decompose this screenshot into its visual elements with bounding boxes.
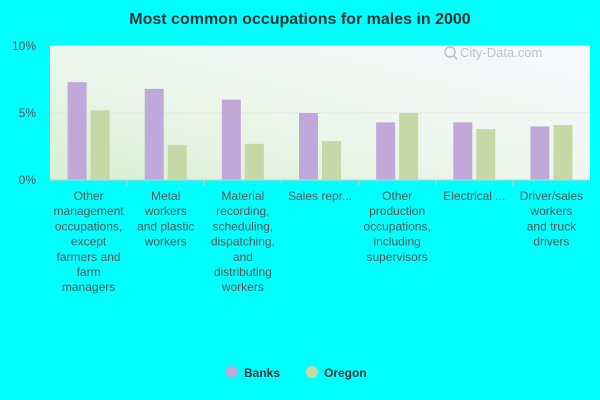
x-tick-label: Other production occupations, including supe… bbox=[363, 189, 430, 264]
x-tick-label: Material recording, scheduling, dispatching… bbox=[211, 189, 275, 294]
legend-swatch-oregon bbox=[306, 366, 318, 378]
bar-banks[interactable] bbox=[144, 88, 164, 180]
bar-oregon[interactable] bbox=[244, 143, 264, 180]
bar-banks[interactable] bbox=[67, 82, 87, 180]
bars bbox=[67, 82, 573, 180]
legend-swatch-banks bbox=[226, 366, 238, 378]
y-tick-label: 5% bbox=[19, 106, 37, 120]
bar-oregon[interactable] bbox=[399, 113, 419, 180]
bar-oregon[interactable] bbox=[90, 110, 110, 180]
watermark-text: City-Data.com bbox=[460, 45, 542, 60]
bar-banks[interactable] bbox=[299, 113, 318, 180]
legend-label-banks: Banks bbox=[244, 366, 280, 380]
bar-banks[interactable] bbox=[530, 126, 550, 180]
x-tick-label: Sales repr... bbox=[288, 189, 352, 203]
bar-oregon[interactable] bbox=[322, 141, 341, 180]
x-tick-label: Electrical ... bbox=[443, 189, 505, 203]
y-axis: 0% 5% 10% bbox=[12, 39, 36, 187]
bar-oregon[interactable] bbox=[553, 125, 573, 180]
bar-banks[interactable] bbox=[453, 122, 473, 180]
magnifier-icon bbox=[444, 46, 458, 60]
legend-label-oregon: Oregon bbox=[324, 366, 367, 380]
bar-oregon[interactable] bbox=[476, 129, 496, 180]
x-tick-label: Driver/sales workers and truck drivers bbox=[520, 189, 583, 249]
y-tick-label: 10% bbox=[12, 39, 36, 53]
chart-title: Most common occupations for males in 200… bbox=[129, 11, 471, 28]
grid-lines bbox=[50, 45, 590, 114]
bar-banks[interactable] bbox=[221, 99, 241, 180]
legend: Banks Oregon bbox=[226, 366, 367, 380]
x-axis: Other management occupations, except farmers… bbox=[54, 180, 583, 294]
bar-oregon[interactable] bbox=[167, 145, 187, 180]
bar-banks[interactable] bbox=[376, 122, 396, 180]
x-tick-label: Metal workers and plastic workers bbox=[137, 189, 194, 249]
y-tick-label: 0% bbox=[19, 173, 37, 187]
x-tick-label: Other management occupations, except farmers… bbox=[54, 189, 125, 294]
watermark: City-Data.com bbox=[444, 45, 542, 60]
